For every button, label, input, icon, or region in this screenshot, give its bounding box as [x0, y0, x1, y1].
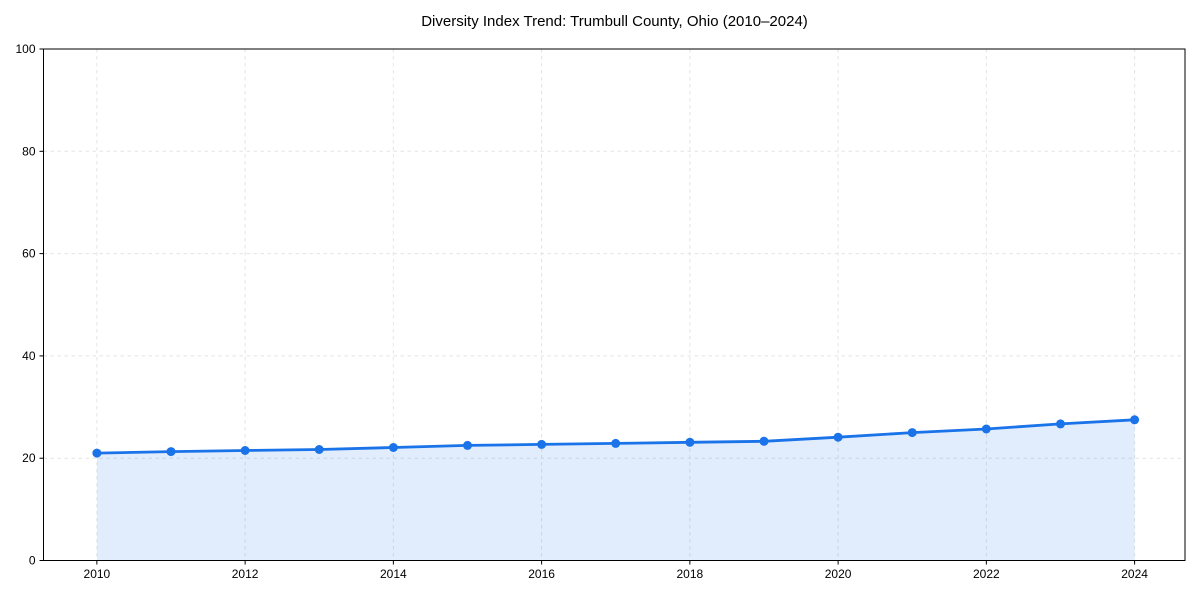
data-point-2015: [463, 440, 472, 450]
data-point-2019: [759, 436, 769, 446]
y-tick-label: 20: [22, 451, 36, 465]
y-tick-label: 0: [29, 554, 36, 568]
data-point-2020: [833, 432, 843, 442]
data-point-2023: [1056, 419, 1065, 429]
x-tick-label: 2022: [973, 567, 1000, 581]
data-point-2018: [685, 437, 695, 447]
x-tick-label: 2012: [232, 567, 259, 581]
data-point-2017: [611, 438, 621, 448]
y-tick-label: 80: [22, 144, 36, 158]
x-tick-label: 2024: [1121, 567, 1148, 581]
x-tick-label: 2018: [677, 567, 704, 581]
data-point-2024: [1130, 415, 1140, 425]
data-point-2011: [166, 447, 176, 457]
x-tick-label: 2020: [825, 567, 852, 581]
data-point-2013: [314, 445, 324, 454]
plot-border: [43, 48, 1186, 561]
data-point-2022: [981, 424, 991, 434]
data-point-2016: [537, 439, 547, 449]
data-point-2014: [388, 443, 398, 452]
y-tick-label: 60: [22, 247, 36, 261]
y-tick-label: 100: [15, 42, 35, 56]
chart-title: Diversity Index Trend: Trumbull County, …: [421, 13, 808, 30]
data-point-2021: [907, 428, 917, 438]
area-fill: [96, 419, 1135, 561]
x-tick-label: 2010: [84, 567, 111, 581]
x-tick-label: 2014: [380, 567, 407, 581]
data-point-2010: [92, 448, 102, 458]
data-point-2012: [240, 446, 250, 455]
x-tick-label: 2016: [528, 567, 555, 581]
y-tick-label: 40: [22, 349, 36, 363]
